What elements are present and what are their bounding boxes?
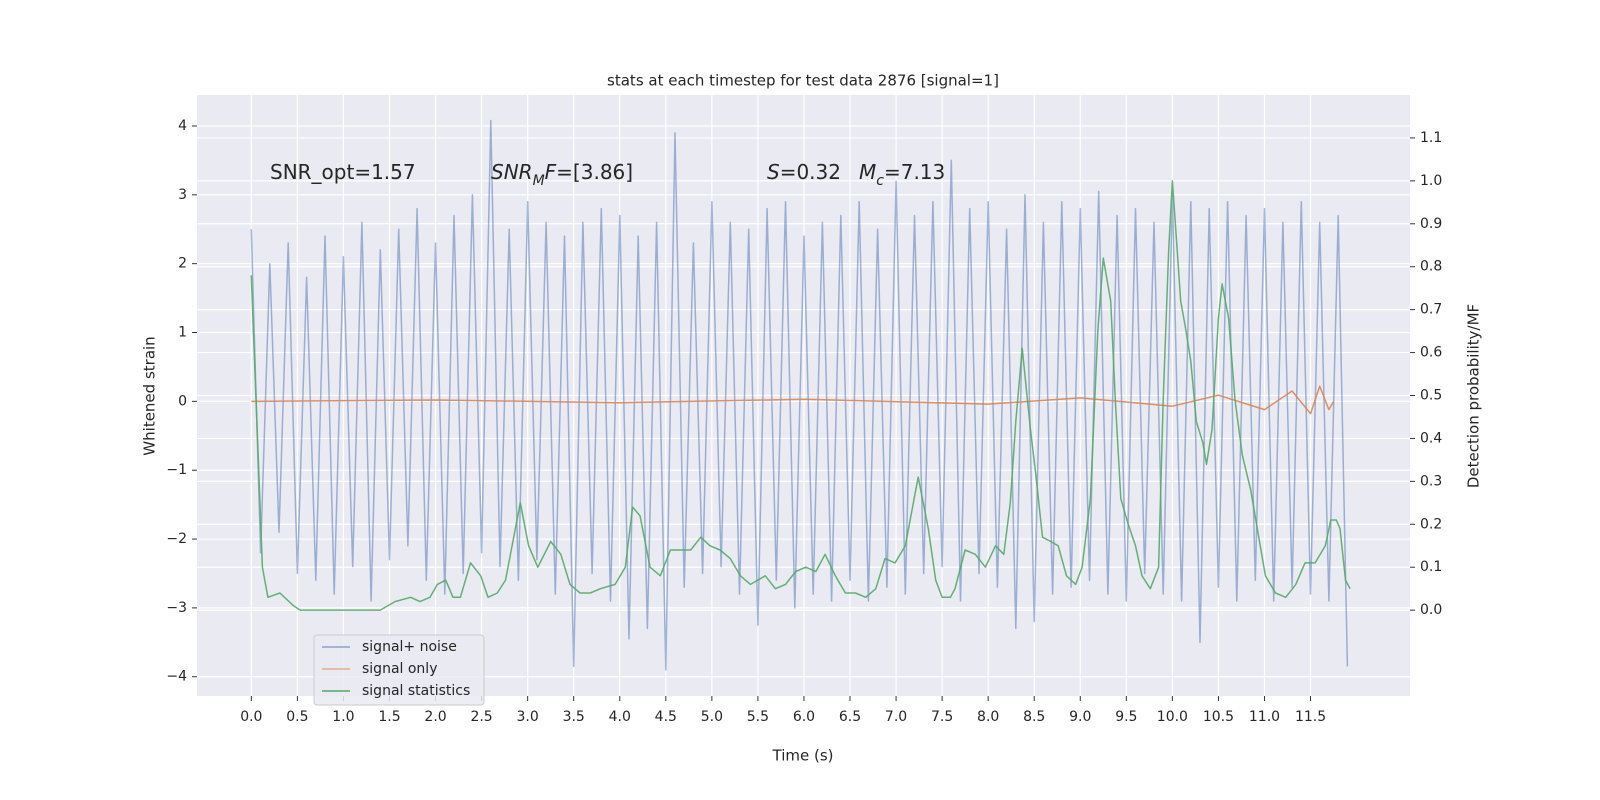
x-tick-label: 2.0 (424, 709, 446, 725)
series-line (250, 180, 1351, 611)
annotation-part: M (533, 173, 545, 189)
legend-label: signal+ noise (362, 639, 457, 655)
x-axis-label: Time (s) (772, 747, 834, 765)
annotation-part: SNR (491, 160, 533, 184)
y-tick-label: −1 (166, 462, 187, 478)
y-tick-label: 4 (178, 118, 187, 134)
y2-tick-label: 0.3 (1420, 473, 1442, 489)
y-tick-label: 0 (178, 393, 187, 409)
annotation-part: =[3.86] (556, 160, 633, 184)
x-tick-label: 5.5 (747, 709, 769, 725)
y2-tick-label: 0.5 (1420, 388, 1442, 404)
x-tick-label: 8.5 (1023, 709, 1045, 725)
x-tick-label: 5.0 (701, 709, 723, 725)
y-tick-label: 2 (178, 256, 187, 272)
legend-label: signal only (362, 661, 437, 677)
x-tick-label: 3.5 (563, 709, 585, 725)
annotation-part: SNR_opt=1.57 (270, 160, 416, 184)
y2-tick-label: 1.1 (1420, 130, 1442, 146)
x-tick-label: 10.0 (1157, 709, 1188, 725)
x-tick-label: 8.0 (977, 709, 999, 725)
annotation-part: =0.32 (780, 160, 841, 184)
y-tick-label: −3 (166, 600, 187, 616)
y2-tick-label: 0.2 (1420, 516, 1442, 532)
y2-tick-label: 0.6 (1420, 345, 1442, 361)
x-tick-label: 1.5 (378, 709, 400, 725)
x-tick-label: 9.5 (1115, 709, 1137, 725)
y2-tick-label: 0.8 (1420, 259, 1442, 275)
y2-tick-label: 1.0 (1420, 173, 1442, 189)
x-tick-label: 9.0 (1069, 709, 1091, 725)
y-tick-label: −2 (166, 531, 187, 547)
x-tick-label: 1.0 (332, 709, 354, 725)
x-tick-label: 6.0 (793, 709, 815, 725)
x-tick-label: 7.5 (931, 709, 953, 725)
x-tick-label: 0.0 (240, 709, 262, 725)
annotation: Mc=7.13 (859, 160, 945, 190)
y-tick-label: 1 (178, 325, 187, 341)
y-axis-label: Whitened strain (141, 336, 159, 455)
annotation: SNR_opt=1.57 (270, 160, 416, 184)
x-tick-label: 6.5 (839, 709, 861, 725)
annotation-part: S (767, 160, 780, 184)
x-tick-label: 0.5 (286, 709, 308, 725)
legend-box (313, 634, 485, 706)
x-tick-label: 3.0 (517, 709, 539, 725)
x-tick-label: 11.5 (1295, 709, 1326, 725)
marks (250, 119, 1351, 671)
x-tick-label: 7.0 (885, 709, 907, 725)
annotation: S=0.32 (767, 160, 841, 184)
y-tick-label: −4 (166, 669, 187, 685)
annotation-part: M (859, 160, 876, 184)
series-line (251, 385, 1335, 415)
labels: 0.0 0.5 1.0 1.5 2.0 2.5 3.0 3.5 4.0 4.5 5.0 5.5 6.0 6… (166, 118, 1442, 725)
chart-title: stats at each timestep for test data 287… (607, 72, 999, 90)
x-tick-label: 4.0 (609, 709, 631, 725)
y2-tick-label: 0.9 (1420, 216, 1442, 232)
x-tick-label: 2.5 (470, 709, 492, 725)
y2-tick-label: 0.4 (1420, 430, 1442, 446)
y-tick-label: 3 (178, 187, 187, 203)
annotation-part: =7.13 (884, 160, 945, 184)
annotation-part: F (545, 160, 557, 184)
series-line (250, 119, 1349, 671)
y2-tick-label: 0.0 (1420, 602, 1442, 618)
legend-label: signal statistics (362, 683, 470, 699)
x-tick-label: 4.5 (655, 709, 677, 725)
x-tick-label: 11.0 (1249, 709, 1280, 725)
annotation-part: c (876, 173, 884, 189)
x-tick-label: 10.5 (1203, 709, 1234, 725)
y2-tick-label: 0.1 (1420, 559, 1442, 575)
annotation: SNRMF=[3.86] (491, 160, 633, 190)
y2-tick-label: 0.7 (1420, 302, 1442, 318)
y2-axis-label: Detection probability/MF (1465, 304, 1483, 488)
